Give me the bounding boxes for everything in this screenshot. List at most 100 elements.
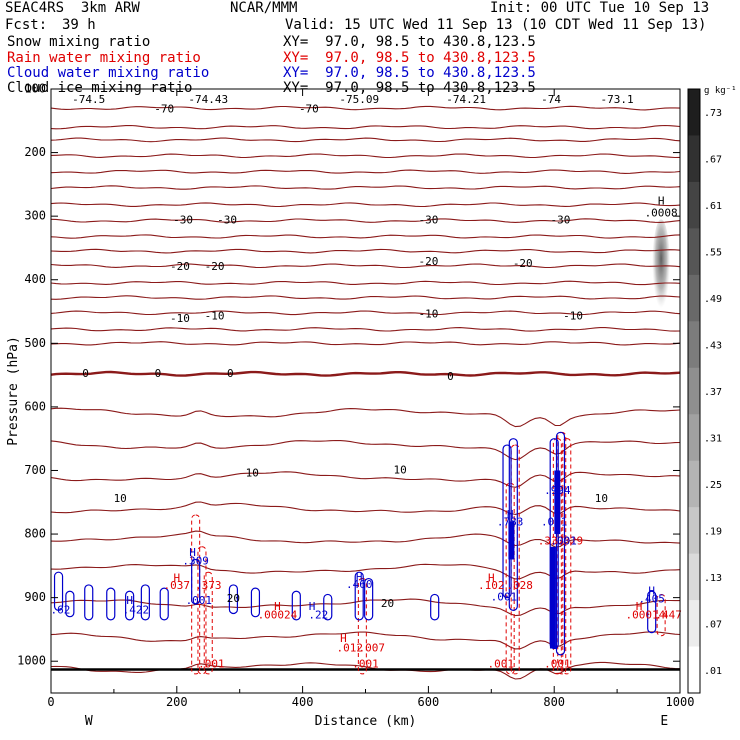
cloud-water-contour-11 (323, 593, 333, 621)
rain-water-contour-8 (562, 438, 572, 675)
colorbar-segment (688, 460, 700, 508)
cloud-water-label: .783 (497, 516, 524, 529)
isotherm-contour-17 (50, 407, 681, 428)
cloud-water-label: .994 (544, 484, 571, 497)
valid-time: Valid: 15 UTC Wed 11 Sep 13 (10 CDT Wed … (285, 17, 707, 33)
cloud-water-contour-7 (191, 558, 201, 605)
init-time: Init: 00 UTC Tue 10 Sep 13 (490, 0, 710, 16)
rain-water-label: .001 (352, 657, 379, 670)
colorbar-label: .37 (704, 387, 722, 398)
rain-water-label: H (173, 572, 180, 585)
rain-water-label: .037 (164, 579, 191, 592)
isotherm-label: -10 (170, 312, 190, 325)
isotherm-contour-1 (50, 124, 681, 130)
colorbar-label: .07 (704, 619, 722, 630)
rain-water-contour-1 (197, 546, 207, 675)
isotherm-label: -10 (563, 310, 583, 323)
colorbar-label: .25 (704, 480, 722, 491)
isotherm-contour-15 (50, 341, 681, 346)
colorbar-segment (688, 274, 700, 322)
isotherm-label: -10 (205, 310, 225, 323)
cloud-water-label: .22 (308, 608, 328, 621)
snow-max-marker: H (658, 194, 665, 207)
cloud-water-contour-19 (647, 590, 657, 634)
cloud-water-contour-2 (84, 584, 94, 621)
field-name-snow: Snow mixing ratio (7, 34, 151, 50)
center-label: NCAR/MMM (230, 0, 298, 16)
rain-water-label: H (340, 632, 347, 645)
cloud-water-label: .001 (541, 516, 568, 529)
y-tick-label: 300 (24, 209, 46, 223)
rain-water-contour-9 (656, 593, 666, 637)
colorbar-segment (688, 414, 700, 462)
y-tick-label: 200 (24, 145, 46, 159)
colorbar-label: .67 (704, 155, 722, 166)
rain-water-label: H (636, 600, 643, 613)
colorbar-unit: g kg⁻¹ (704, 86, 737, 96)
forecast-hour: 39 h (62, 17, 96, 33)
colorbar-segment (688, 321, 700, 369)
field-xy-snow: XY= 97.0, 98.5 to 430.8,123.5 (283, 34, 536, 50)
rain-water-contour-2 (203, 571, 213, 675)
rain-water-contour-0 (191, 514, 201, 675)
cloud-water-label: .460 (346, 578, 373, 591)
isotherm-label: -30 (551, 214, 571, 227)
colorbar-label: .49 (704, 294, 722, 305)
isotherm-contour-20 (50, 501, 681, 515)
isotherm-contour-9 (50, 248, 681, 254)
x-endpoint-east: E (660, 714, 668, 729)
rain-water-label: .001 (198, 657, 225, 670)
isotherm-label: 0 (155, 367, 162, 380)
isotherm-label: -74.5 (72, 93, 105, 106)
cloud-water-contour-8 (228, 584, 239, 615)
isotherm-contour-10 (50, 263, 681, 269)
rain-water-label: .00014 (626, 608, 666, 621)
cloud-water-contour-13 (364, 577, 374, 621)
isotherm-label: -30 (173, 214, 193, 227)
rain-water-label: .00024 (258, 608, 298, 621)
rain-water-contour-4 (505, 482, 515, 675)
isotherm-contour-3 (50, 153, 681, 159)
isotherm-contour-22 (50, 563, 681, 580)
colorbar-frame (687, 88, 701, 694)
colorbar-label: .19 (704, 526, 722, 537)
cloud-water-core-1 (554, 470, 561, 535)
isotherm-label: -70 (154, 102, 174, 115)
isotherm-label: 20 (381, 597, 394, 610)
isotherm-label: 10 (595, 492, 608, 505)
cloud-water-contour-9 (250, 587, 261, 618)
colorbar-segment (688, 228, 700, 276)
cloud-water-contour-1 (65, 590, 75, 618)
x-endpoint-west: W (85, 714, 93, 729)
cloud-water-contour-5 (140, 584, 150, 621)
rain-water-contour-3 (357, 578, 367, 675)
isotherm-label: -20 (418, 255, 438, 268)
rain-water-label: .337 (538, 535, 565, 548)
field-name-cloud-ice: Cloud ice mixing ratio (7, 80, 193, 96)
cloud-water-label: .001 (491, 591, 518, 604)
cloud-water-contour-14 (430, 593, 440, 621)
isotherm-contour-2 (50, 137, 681, 143)
colorbar-label: .73 (704, 108, 722, 119)
isotherm-label: -20 (205, 260, 225, 273)
x-tick-label: 600 (418, 695, 440, 709)
cloud-water-label: .62 (50, 603, 70, 616)
cloud-water-contour-18 (555, 431, 566, 656)
field-xy-rain: XY= 97.0, 98.5 to 430.8,123.5 (283, 50, 536, 66)
colorbar-label: .01 (704, 666, 722, 677)
isotherm-contour-24 (50, 631, 681, 650)
isotherm-label: 0 (82, 367, 89, 380)
cloud-water-contour-6 (159, 587, 169, 621)
x-tick-label: 0 (47, 695, 54, 709)
rain-water-label: .102 (478, 579, 505, 592)
field-name-cloud-water: Cloud water mixing ratio (7, 65, 210, 81)
isotherm-label: -74.21 (446, 93, 486, 106)
y-tick-label: 400 (24, 272, 46, 286)
isotherm-contour-6 (50, 202, 681, 208)
field-xy-cloud-water: XY= 97.0, 98.5 to 430.8,123.5 (283, 65, 536, 81)
isotherm-label: -75.09 (339, 93, 379, 106)
rain-water-label: H (274, 600, 281, 613)
isotherm-contour-4 (50, 169, 681, 174)
